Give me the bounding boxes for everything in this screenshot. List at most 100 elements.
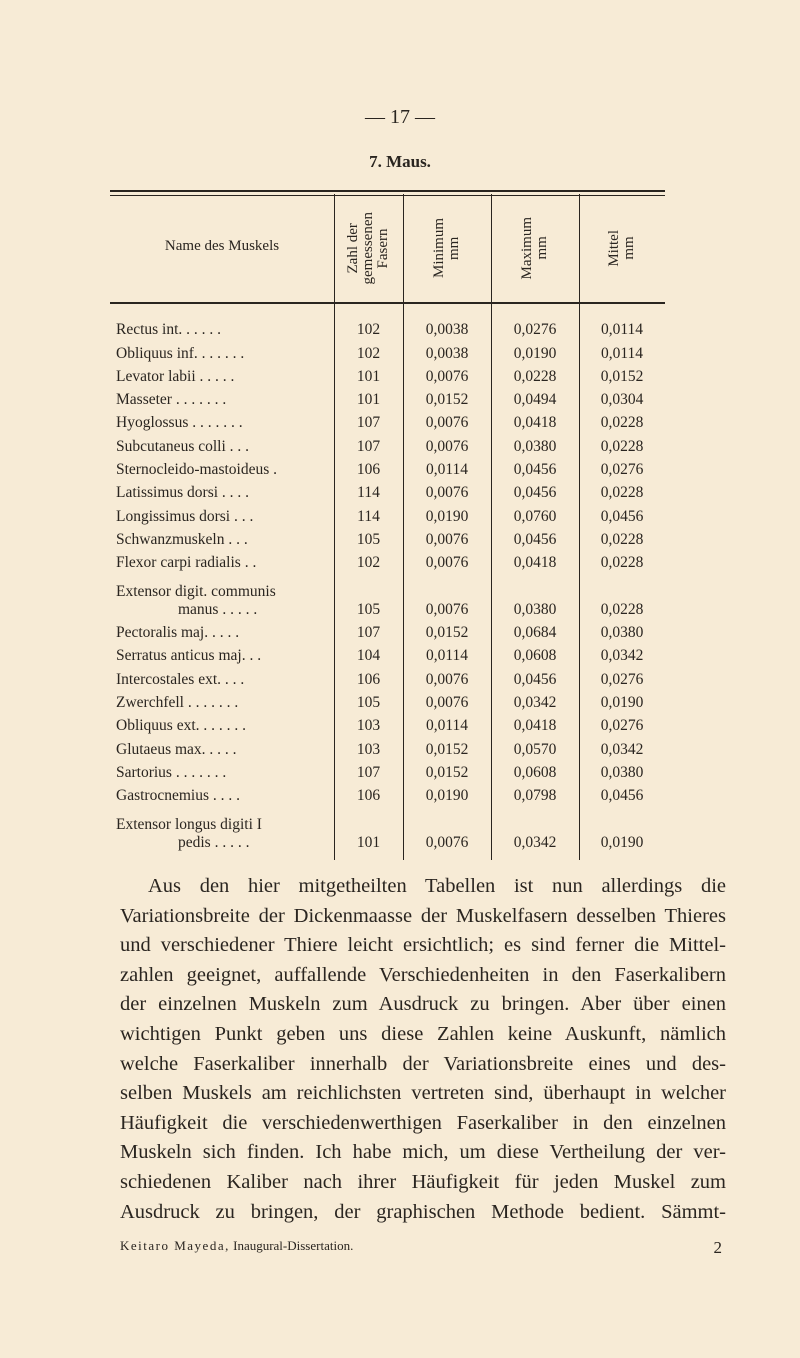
cell-mean: 0,0152 [600, 367, 644, 385]
cell-mean: 0,0456 [600, 787, 644, 805]
footer-work: Inaugural-Dissertation. [233, 1238, 354, 1253]
cell-minimum: 0,0038 [425, 321, 469, 339]
table-row: Latissimus dorsi . . . . 114 0,0076 0,04… [110, 481, 665, 504]
muscle-name: Serratus anticus maj. . . [116, 647, 262, 665]
cell-count: 106 [356, 787, 381, 805]
muscle-name: Flexor carpi radialis . . [116, 554, 257, 572]
table-row: Intercostales ext. . . . 106 0,0076 0,04… [110, 667, 665, 690]
cell-mean: 0,0190 [600, 694, 644, 712]
cell-minimum: 0,0190 [425, 507, 469, 525]
cell-name: Rectus int. . . . . . [116, 321, 332, 339]
cell-count: 107 [356, 763, 381, 781]
cell-name: Schwanzmuskeln . . . [116, 531, 332, 549]
table-row: Masseter . . . . . . . 101 0,0152 0,0494… [110, 388, 665, 411]
paragraph-line: Häufigkeit die verschiedenwerthigen Fase… [120, 1111, 726, 1134]
muscle-name: Masseter . . . . . . . [116, 391, 227, 409]
table-row: Serratus anticus maj. . . 104 0,0114 0,0… [110, 644, 665, 667]
cell-mean: 0,0228 [600, 437, 644, 455]
cell-count: 107 [356, 414, 381, 432]
muscle-name-continued: pedis . . . . . [178, 833, 250, 851]
muscle-name: Subcutaneus colli . . . [116, 437, 250, 455]
header-maximum: Maximum mm [491, 196, 579, 300]
section-title: 7. Maus. [369, 152, 431, 171]
cell-name: Masseter . . . . . . . [116, 391, 332, 409]
table-row: Obliquus inf. . . . . . . 102 0,0038 0,0… [110, 341, 665, 364]
paragraph-line: schiedenen Kaliber nach ihrer Häufigkeit… [120, 1170, 726, 1193]
muscle-name-continued: manus . . . . . [178, 600, 258, 618]
cell-maximum: 0,0456 [513, 461, 557, 479]
cell-mean: 0,0228 [600, 600, 644, 618]
muscle-name: Pectoralis maj. . . . . [116, 624, 240, 642]
paragraph-line: welche Faserkaliber innerhalb der Variat… [120, 1052, 726, 1075]
cell-maximum: 0,0456 [513, 530, 557, 548]
cell-maximum: 0,0608 [513, 647, 557, 665]
cell-count: 101 [356, 391, 381, 409]
table-row: Schwanzmuskeln . . . 105 0,0076 0,0456 0… [110, 528, 665, 551]
table-body: Rectus int. . . . . . 102 0,0038 0,0276 … [110, 318, 665, 854]
signature-mark: 2 [713, 1238, 723, 1257]
cell-count: 101 [356, 833, 381, 851]
paragraph-line: wichtigen Punkt geben uns diese Zahlen k… [120, 1022, 726, 1045]
table-row: Obliquus ext. . . . . . . 103 0,0114 0,0… [110, 714, 665, 737]
cell-minimum: 0,0152 [425, 740, 469, 758]
cell-maximum: 0,0684 [513, 624, 557, 642]
cell-minimum: 0,0076 [425, 600, 469, 618]
table-row: Sternocleido-mastoideus . 106 0,0114 0,0… [110, 458, 665, 481]
cell-mean: 0,0228 [600, 484, 644, 502]
cell-name: Levator labii . . . . . [116, 368, 332, 386]
column-divider [403, 194, 404, 860]
cell-count: 114 [357, 484, 380, 502]
cell-minimum: 0,0190 [425, 787, 469, 805]
cell-name: Latissimus dorsi . . . . [116, 484, 332, 502]
muscle-name: Sternocleido-mastoideus . [116, 461, 277, 479]
cell-name: Hyoglossus . . . . . . . [116, 414, 332, 432]
cell-mean: 0,0456 [600, 507, 644, 525]
cell-mean: 0,0380 [600, 763, 644, 781]
cell-maximum: 0,0494 [513, 391, 557, 409]
cell-maximum: 0,0798 [513, 787, 557, 805]
muscle-name: Zwerchfell . . . . . . . [116, 694, 239, 712]
header-mean: Mittel mm [579, 196, 665, 300]
cell-count: 106 [356, 670, 381, 688]
cell-mean: 0,0304 [600, 391, 644, 409]
table-top-rule [110, 190, 665, 196]
muscle-name: Glutaeus max. . . . . [116, 740, 237, 758]
header-count-text: Zahl der gemessenen Fasern [345, 211, 391, 285]
cell-maximum: 0,0380 [513, 600, 557, 618]
cell-maximum: 0,0228 [513, 367, 557, 385]
muscle-name: Gastrocnemius . . . . [116, 787, 240, 805]
table-row: Levator labii . . . . . 101 0,0076 0,022… [110, 365, 665, 388]
cell-count: 114 [357, 507, 380, 525]
header-min-text: Minimum mm [431, 217, 462, 278]
muscle-name: Obliquus ext. . . . . . . [116, 717, 247, 735]
cell-minimum: 0,0076 [425, 833, 469, 851]
muscle-name: Obliquus inf. . . . . . . [116, 344, 245, 362]
table-row: Glutaeus max. . . . . 103 0,0152 0,0570 … [110, 737, 665, 760]
cell-name: Serratus anticus maj. . . [116, 647, 332, 665]
paragraph-line: Variationsbreite der Dickenmaasse der Mu… [120, 904, 726, 927]
cell-minimum: 0,0114 [425, 461, 469, 479]
header-rule [110, 302, 665, 304]
cell-mean: 0,0276 [600, 461, 644, 479]
cell-minimum: 0,0152 [425, 624, 469, 642]
column-divider [491, 194, 492, 860]
cell-name: Glutaeus max. . . . . [116, 741, 332, 759]
cell-minimum: 0,0076 [425, 694, 469, 712]
cell-maximum: 0,0342 [513, 833, 557, 851]
cell-count: 102 [356, 321, 381, 339]
cell-minimum: 0,0076 [425, 530, 469, 548]
footer-author: Keitaro Mayeda, [120, 1238, 230, 1253]
paragraph-line: Ausdruck zu bringen, der graphischen Met… [120, 1200, 726, 1223]
cell-name: Zwerchfell . . . . . . . [116, 694, 332, 712]
muscle-name: Latissimus dorsi . . . . [116, 484, 250, 502]
cell-name: Gastrocnemius . . . . [116, 787, 332, 805]
cell-maximum: 0,0276 [513, 321, 557, 339]
paragraph-line: Muskeln sich finden. Ich habe mich, um d… [120, 1141, 726, 1164]
cell-name: Longissimus dorsi . . . [116, 508, 332, 526]
cell-name: Obliquus ext. . . . . . . [116, 717, 332, 735]
cell-maximum: 0,0380 [513, 437, 557, 455]
page-number: — 17 — [365, 106, 435, 128]
muscle-name: Rectus int. . . . . . [116, 321, 222, 339]
